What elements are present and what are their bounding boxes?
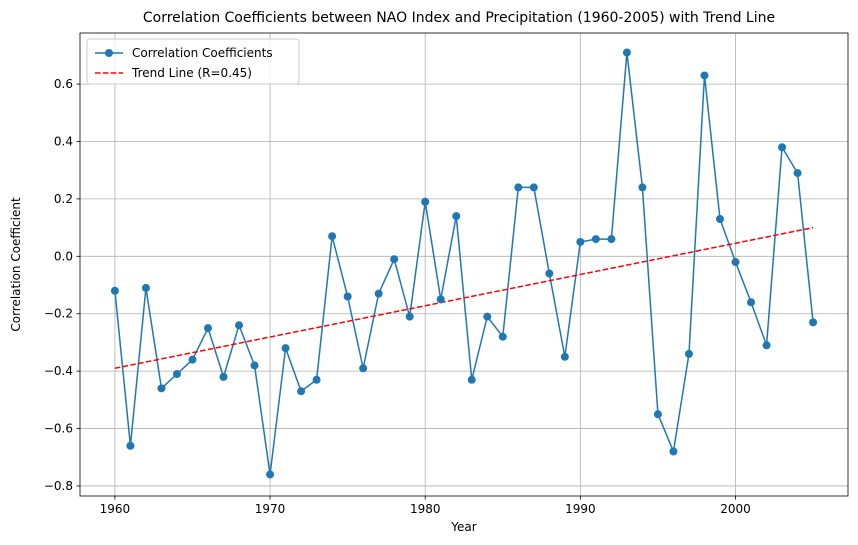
data-point: [638, 183, 647, 192]
data-point: [204, 324, 212, 333]
data-point: [762, 341, 771, 350]
data-point: [529, 183, 538, 192]
data-point: [545, 269, 554, 278]
chart-title: Correlation Coefficients between NAO Ind…: [143, 10, 775, 26]
legend-label-trend: Trend Line (R=0.45): [131, 66, 252, 80]
data-point: [607, 235, 616, 244]
data-point: [374, 289, 383, 298]
data-point: [110, 286, 119, 295]
data-point: [250, 361, 259, 370]
y-axis-title: Correlation Coefficient: [9, 197, 23, 332]
data-point: [700, 71, 709, 80]
ticks: 1960 1970 1980 1990 2000 −0.8 −0.6 −0.4 −0.2 0.0 0…: [44, 77, 751, 516]
data-point: [405, 312, 414, 321]
data-point: [684, 349, 693, 358]
data-point: [669, 447, 678, 456]
y-tick-label: −0.4: [44, 364, 73, 378]
data-point: [452, 212, 461, 221]
data-point: [188, 355, 197, 364]
data-point: [514, 183, 523, 192]
data-point: [793, 169, 802, 178]
data-point: [747, 298, 756, 307]
data-point: [778, 143, 787, 152]
data-point: [436, 295, 445, 304]
y-tick-label: −0.2: [44, 307, 73, 321]
data-point: [219, 372, 228, 381]
data-point: [716, 215, 724, 224]
legend-box: [86, 38, 300, 85]
data-point: [483, 312, 492, 321]
data-point: [576, 237, 585, 246]
data-point: [343, 292, 352, 301]
legend-label-correlation: Correlation Coefficients: [132, 46, 273, 60]
x-tick-label: 1990: [565, 502, 596, 516]
data-point: [390, 255, 399, 264]
legend-marker-correlation: [105, 49, 113, 57]
data-point: [157, 384, 166, 393]
data-point: [359, 364, 368, 373]
x-tick-label: 1970: [255, 502, 286, 516]
y-tick-label: −0.6: [44, 422, 73, 436]
data-point: [328, 232, 337, 241]
y-tick-label: 0.4: [54, 135, 73, 149]
data-point: [266, 470, 275, 479]
data-point: [467, 375, 476, 384]
data-point: [731, 258, 740, 267]
series-layer: [110, 48, 818, 479]
data-point: [281, 344, 290, 353]
x-axis-title: Year: [450, 520, 476, 534]
data-point: [141, 283, 150, 292]
data-point: [235, 321, 244, 330]
y-tick-label: 0.2: [54, 192, 73, 206]
x-tick-label: 2000: [720, 502, 751, 516]
grid: [80, 33, 848, 496]
data-point: [312, 375, 321, 384]
data-point: [622, 48, 631, 57]
data-point: [591, 235, 600, 244]
y-tick-label: 0.0: [54, 249, 73, 263]
data-point: [421, 197, 430, 206]
y-tick-label: −0.8: [44, 479, 73, 493]
data-point: [498, 332, 507, 341]
data-point: [126, 441, 135, 450]
data-point: [297, 387, 306, 396]
trend-line: [114, 226, 814, 370]
data-point: [809, 318, 818, 327]
data-point: [560, 352, 569, 361]
legend: Correlation Coefficients Trend Line (R=0…: [86, 38, 300, 85]
x-tick-label: 1960: [100, 502, 131, 516]
data-point: [653, 410, 662, 419]
data-point: [172, 370, 181, 379]
plot-frame: [79, 32, 849, 497]
y-tick-label: 0.6: [54, 77, 73, 91]
x-tick-label: 1980: [410, 502, 441, 516]
